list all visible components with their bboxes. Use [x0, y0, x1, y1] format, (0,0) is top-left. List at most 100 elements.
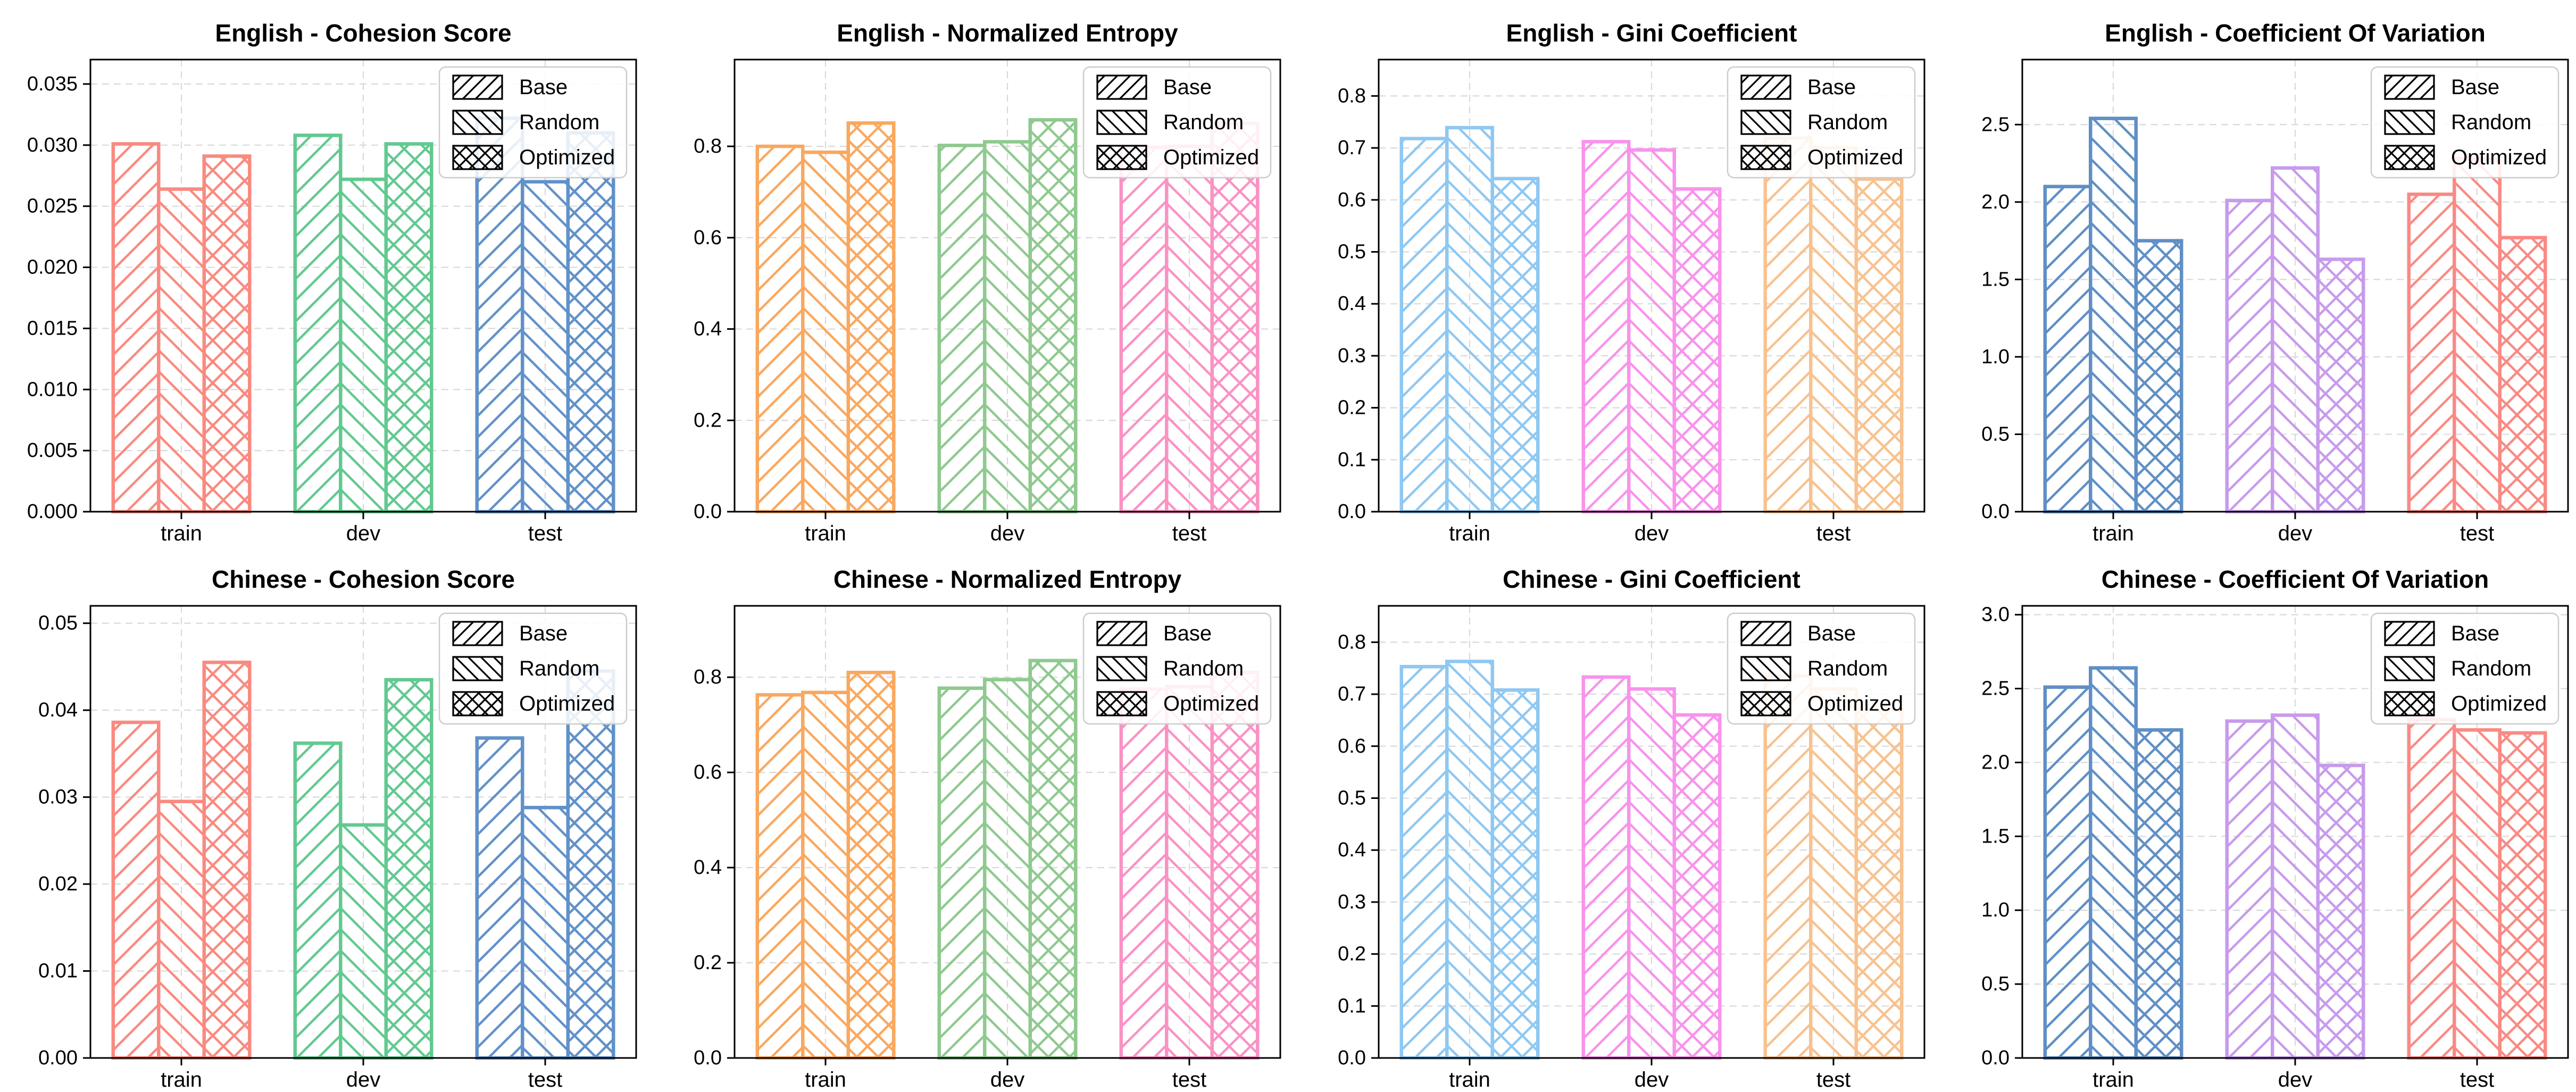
y-axis: 0.000 0.005 0.010 0.015 0.020 0.025 0.030 0.035 — [27, 73, 90, 523]
legend-swatch-random — [1740, 655, 1791, 681]
bar-test-random — [521, 805, 570, 1060]
y-tick-label: 0.00 — [38, 1047, 78, 1069]
legend-label-random: Random — [1807, 111, 1888, 134]
legend: Base Random Optimized — [438, 66, 628, 179]
y-tick-label: 0.0 — [1981, 501, 2010, 523]
bar-dev-optimized — [2316, 763, 2365, 1060]
bar-test-base — [475, 736, 524, 1060]
bar-test-random — [521, 180, 570, 514]
chart-chinese-coefficient-of-variation: 0.0 0.5 1.0 1.5 2.0 2.5 3.0 train dev test Chinese… — [1981, 565, 2569, 1091]
bar-train-random — [157, 187, 206, 514]
x-tick-label: test — [528, 522, 562, 545]
y-tick-label: 0.5 — [1981, 973, 2010, 995]
legend-label-optimized: Optimized — [1807, 692, 1903, 715]
legend: Base Random Optimized — [1082, 66, 1271, 179]
y-axis: 0.0 0.5 1.0 1.5 2.0 2.5 3.0 — [1981, 603, 2023, 1069]
legend: Base Random Optimized — [2371, 66, 2560, 179]
x-tick-label: test — [1816, 522, 1850, 545]
bar-train-optimized — [1490, 688, 1539, 1060]
bar-train-base — [2043, 185, 2093, 514]
legend-label-base: Base — [519, 622, 568, 645]
bar-test-optimized — [1210, 670, 1260, 1060]
x-tick-label: test — [2460, 1068, 2494, 1091]
legend-swatch-optimized — [2384, 145, 2435, 170]
y-tick-label: 0.6 — [1338, 735, 1366, 757]
bar-train-base — [111, 720, 161, 1060]
x-axis: train dev test — [2093, 512, 2494, 545]
bar-test-random — [1808, 687, 1858, 1060]
bar-train-optimized — [202, 154, 252, 514]
legend-label-base: Base — [1807, 622, 1856, 645]
chart-title: Chinese - Cohesion Score — [212, 565, 515, 593]
legend: Base Random Optimized — [1082, 612, 1271, 724]
legend-label-base: Base — [1807, 76, 1856, 99]
bar-train-base — [111, 142, 161, 514]
bar-test-optimized — [566, 669, 615, 1060]
x-tick-label: dev — [1634, 1068, 1669, 1091]
legend-label-base: Base — [2451, 622, 2499, 645]
y-tick-label: 0.010 — [27, 378, 78, 401]
bar-dev-base — [1581, 140, 1630, 514]
x-tick-label: test — [1816, 1068, 1850, 1091]
bar-test-random — [1164, 685, 1214, 1060]
bar-dev-optimized — [1028, 118, 1078, 514]
legend-label-optimized: Optimized — [1163, 692, 1259, 715]
bars — [1399, 126, 1903, 514]
legend-swatch-random — [452, 655, 503, 681]
x-axis: train dev test — [805, 512, 1206, 545]
x-tick-label: train — [1449, 1068, 1490, 1091]
legend-swatch-base — [1096, 74, 1147, 100]
bar-train-optimized — [846, 670, 896, 1060]
legend-swatch-base — [452, 74, 503, 100]
bar-dev-optimized — [1672, 713, 1721, 1060]
chart-title: English - Cohesion Score — [215, 19, 511, 47]
bar-dev-base — [937, 686, 987, 1060]
y-tick-label: 0.6 — [1338, 189, 1366, 211]
legend-label-base: Base — [2451, 76, 2499, 99]
bar-dev-optimized — [384, 678, 433, 1060]
bar-dev-base — [293, 741, 343, 1060]
y-tick-label: 2.0 — [1981, 751, 2010, 773]
legend-swatch-base — [1740, 620, 1791, 646]
y-tick-label: 0.1 — [1338, 448, 1366, 471]
y-tick-label: 2.5 — [1981, 677, 2010, 699]
x-tick-label: test — [528, 1068, 562, 1091]
bar-dev-random — [1627, 687, 1676, 1060]
y-tick-label: 3.0 — [1981, 603, 2010, 626]
legend-swatch-random — [1096, 655, 1147, 681]
bar-train-random — [801, 690, 850, 1060]
bar-dev-optimized — [384, 142, 433, 514]
bar-dev-random — [339, 823, 388, 1060]
y-tick-label: 0.0 — [1338, 501, 1366, 523]
legend-swatch-optimized — [2384, 690, 2435, 716]
bars — [2043, 665, 2547, 1060]
y-tick-label: 0.5 — [1338, 240, 1366, 263]
y-axis: 0.0 0.5 1.0 1.5 2.0 2.5 — [1981, 113, 2023, 523]
bar-dev-random — [2271, 713, 2320, 1060]
y-tick-label: 0.020 — [27, 256, 78, 279]
y-tick-label: 0.015 — [27, 317, 78, 339]
bar-train-optimized — [202, 660, 252, 1060]
legend-label-random: Random — [2451, 111, 2531, 134]
legend: Base Random Optimized — [2371, 612, 2560, 724]
y-tick-label: 0.2 — [694, 952, 722, 974]
legend-swatch-random — [1096, 110, 1147, 135]
bar-train-random — [801, 151, 850, 514]
x-tick-label: dev — [2278, 522, 2313, 545]
y-tick-label: 0.7 — [1338, 137, 1366, 159]
bar-dev-optimized — [2316, 257, 2365, 514]
y-tick-label: 0.04 — [38, 699, 78, 721]
x-axis: train dev test — [2093, 1057, 2494, 1091]
x-axis: train dev test — [161, 512, 562, 545]
bar-dev-random — [1627, 148, 1676, 514]
bars — [1399, 659, 1903, 1060]
bar-train-base — [1399, 664, 1448, 1060]
x-axis: train dev test — [805, 1057, 1206, 1091]
bar-test-random — [1164, 144, 1214, 514]
x-tick-label: train — [2093, 1068, 2134, 1091]
legend-swatch-optimized — [1740, 690, 1791, 716]
subplot-english-coefficient-of-variation: 0.0 0.5 1.0 1.5 2.0 2.5 train dev test English - … — [1932, 0, 2576, 546]
y-tick-label: 0.5 — [1338, 787, 1366, 809]
legend-label-random: Random — [1163, 111, 1244, 134]
